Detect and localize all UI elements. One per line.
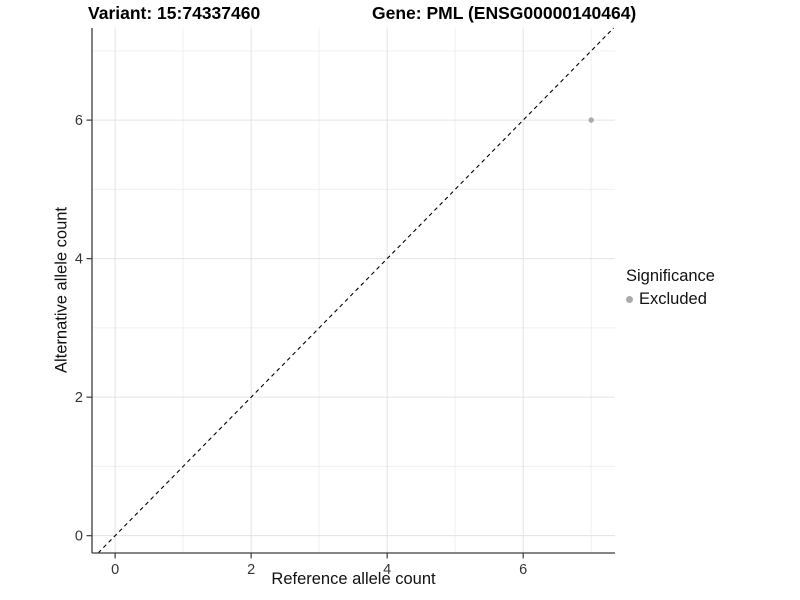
legend-title: Significance [626,267,715,285]
x-tick-label: 4 [383,562,391,578]
x-axis-title: Reference allele count [271,570,436,588]
plot-title-variant: Variant: 15:74337460 [88,3,261,23]
legend-point-icon [626,296,633,303]
y-tick-label: 4 [75,252,83,268]
y-tick-label: 6 [75,113,83,129]
y-tick-label: 0 [75,529,83,545]
legend-item-label: Excluded [639,290,707,308]
x-tick-label: 0 [111,562,119,578]
plot-title-gene: Gene: PML (ENSG00000140464) [372,3,637,23]
identity-reference-line [97,27,615,554]
legend: Significance Excluded [626,267,715,309]
x-tick-label: 2 [247,562,255,578]
y-axis-title: Alternative allele count [52,206,71,374]
data-point [588,117,594,123]
y-tick-label: 2 [75,390,83,406]
legend-item-excluded: Excluded [626,290,715,309]
x-tick-label: 6 [519,562,527,578]
